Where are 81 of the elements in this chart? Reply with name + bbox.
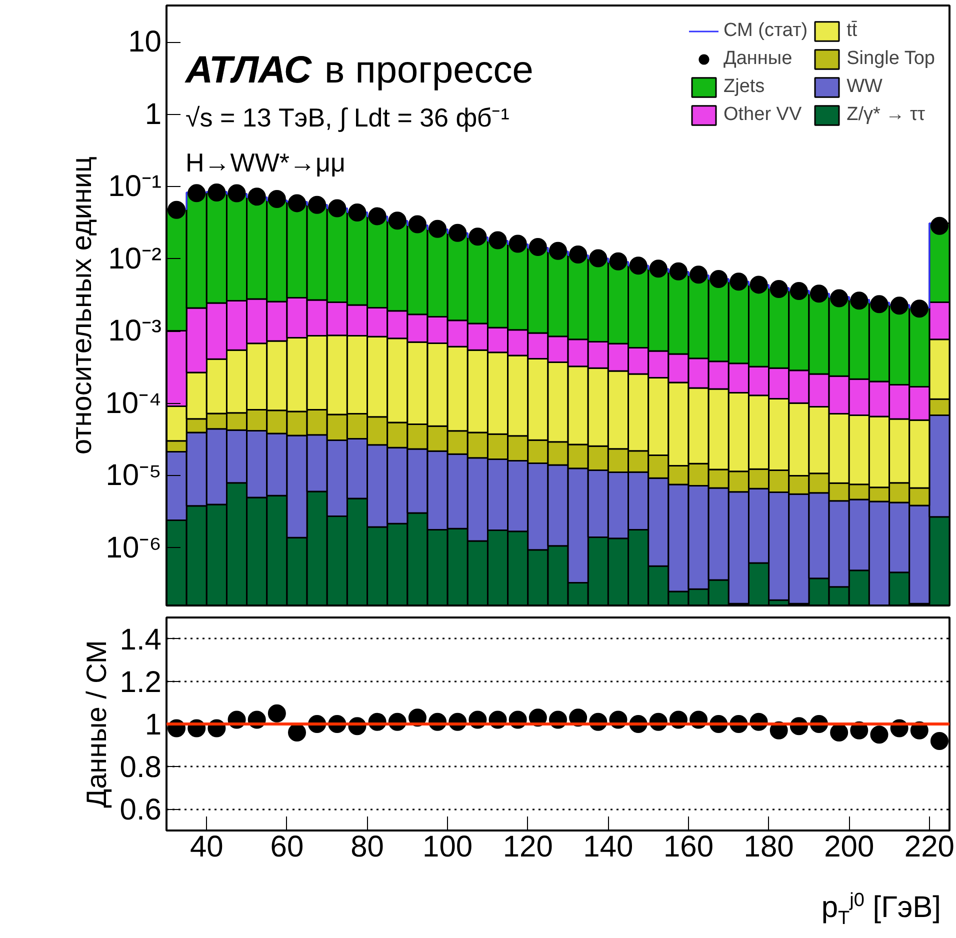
- point: [368, 207, 386, 226]
- point: [669, 262, 688, 280]
- point: [328, 199, 346, 218]
- point: [850, 292, 868, 310]
- x-tick-label: 160: [663, 830, 714, 864]
- point: [750, 276, 768, 294]
- point: [228, 184, 246, 202]
- point: [930, 732, 948, 750]
- x-axis-title: p$_{T}$$^{j0}$ [ГэВ]: [821, 889, 941, 931]
- point: [890, 296, 908, 315]
- point: [649, 260, 668, 278]
- y-tick-label: 0.6: [120, 794, 162, 827]
- point: [810, 284, 828, 303]
- point: [268, 704, 286, 722]
- y-tick-label: 10⁻²: [108, 242, 162, 276]
- point: [268, 190, 286, 208]
- x-tick-label: 40: [190, 830, 224, 864]
- point: [308, 196, 326, 214]
- annotation: √s = 13 ТэВ, ∫ Ldt = 36 фб⁻¹: [186, 102, 510, 132]
- x-tick-label: 120: [502, 830, 553, 864]
- point: [830, 289, 848, 308]
- x-tick-label: 220: [904, 830, 954, 864]
- point: [348, 204, 366, 222]
- y-tick-label: 10⁻¹: [108, 170, 162, 204]
- point: [790, 282, 808, 300]
- point: [589, 249, 608, 268]
- legend-label: tt̄: [846, 20, 858, 42]
- point: [629, 256, 648, 275]
- point: [288, 724, 306, 742]
- point: [428, 220, 447, 238]
- point: [609, 252, 628, 270]
- point: [770, 280, 788, 298]
- point: [690, 266, 708, 284]
- y-tick-label: 10⁻³: [108, 314, 162, 348]
- y-axis-title: относительных единиц: [66, 156, 98, 454]
- point: [930, 216, 948, 235]
- x-tick-label: 140: [583, 830, 634, 864]
- point: [528, 238, 547, 256]
- y-axis-title: Данные / СМ: [80, 640, 112, 808]
- point: [448, 224, 467, 242]
- point: [188, 184, 206, 202]
- point: [208, 184, 226, 202]
- point: [910, 300, 928, 318]
- point: [508, 234, 527, 253]
- point: [730, 272, 748, 291]
- y-tick-label: 1: [144, 98, 162, 131]
- legend-label: Z/γ* → ττ: [846, 104, 925, 126]
- point: [710, 270, 728, 288]
- point: [248, 188, 266, 206]
- y-tick-label: 10⁻⁶: [106, 531, 162, 564]
- x-tick-label: 60: [270, 830, 304, 864]
- legend-label: Данные: [724, 48, 792, 70]
- y-tick-label: 1.2: [120, 666, 162, 699]
- point: [388, 212, 406, 230]
- x-tick-label: 100: [422, 830, 473, 864]
- point: [288, 194, 306, 212]
- y-tick-label: 1: [144, 708, 162, 742]
- legend-label: WW: [846, 76, 882, 98]
- point: [488, 231, 507, 250]
- point: [569, 245, 588, 264]
- x-tick-label: 80: [350, 830, 384, 864]
- y-tick-label: 10⁻⁵: [106, 459, 162, 492]
- annotation: H→WW*→μμ: [186, 148, 346, 178]
- point: [830, 724, 848, 742]
- point: [168, 200, 186, 219]
- x-tick-label: 200: [824, 830, 874, 864]
- point: [870, 295, 888, 314]
- point: [408, 215, 426, 234]
- legend-label: Other VV: [724, 104, 802, 126]
- point: [870, 726, 888, 744]
- point: [468, 228, 487, 246]
- y-tick-label: 0.8: [120, 751, 162, 784]
- point: [549, 242, 567, 260]
- y-tick-label: 10: [128, 26, 162, 59]
- x-tick-label: 180: [744, 830, 794, 864]
- annotation: АТЛАС в прогрессе: [184, 50, 534, 92]
- y-tick-label: 1.4: [120, 623, 162, 656]
- legend-label: Zjets: [724, 76, 765, 98]
- legend-label: Single Top: [846, 48, 935, 70]
- y-tick-label: 10⁻⁴: [105, 386, 162, 420]
- legend-label: СМ (стат): [724, 20, 808, 42]
